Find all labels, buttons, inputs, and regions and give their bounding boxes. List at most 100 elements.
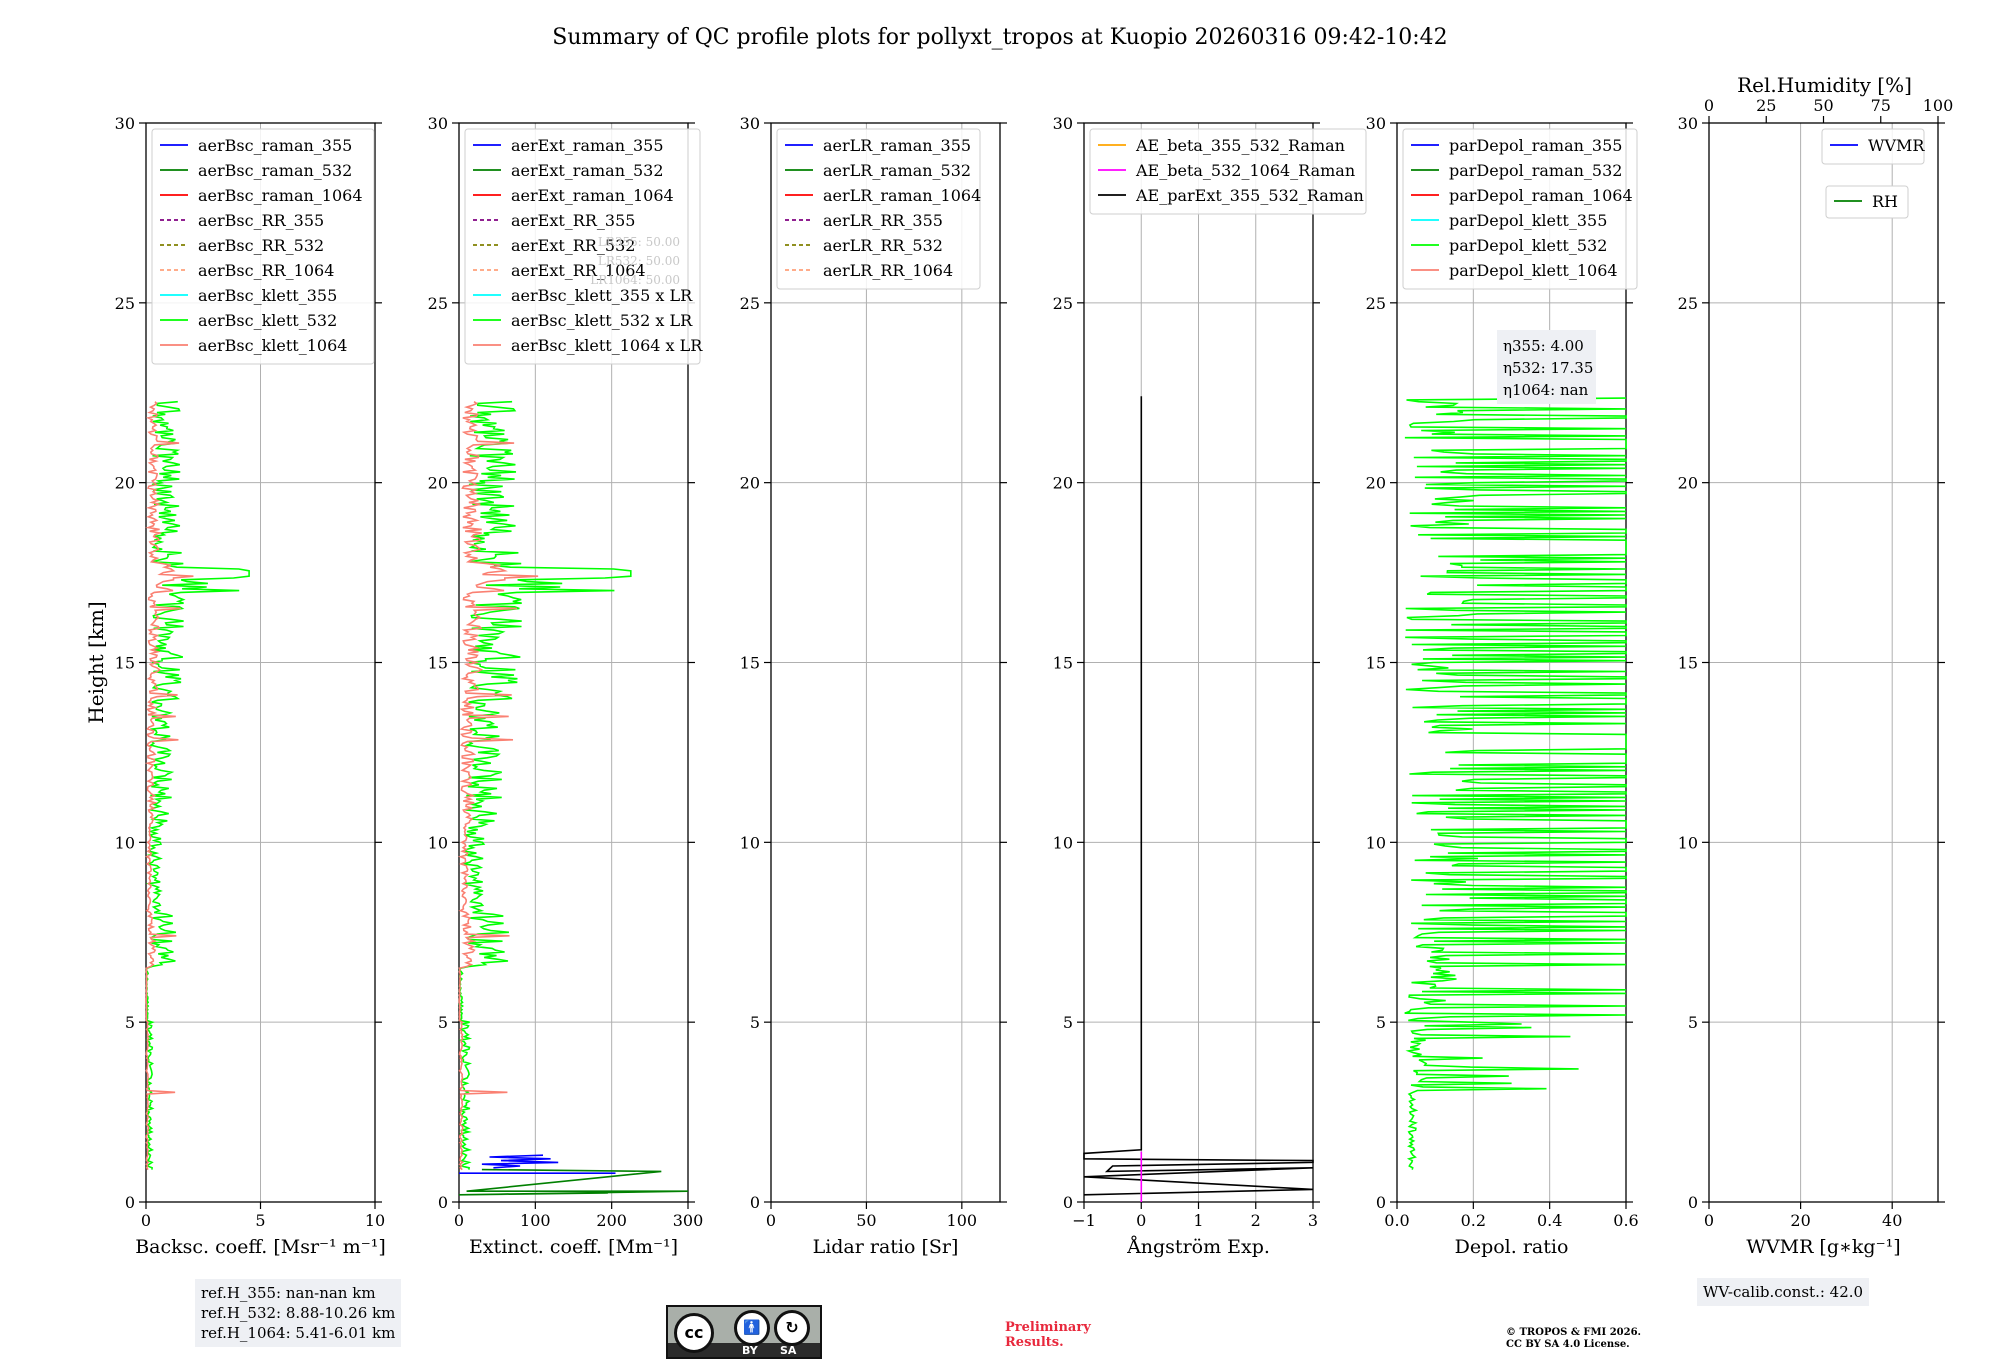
legend-label: aerExt_RR_532 — [511, 236, 635, 255]
legend-label: aerBsc_RR_532 — [198, 236, 324, 255]
y-tick-label: 10 — [428, 833, 448, 852]
legend-label: aerBsc_raman_1064 — [198, 186, 363, 205]
legend-label: aerBsc_klett_1064 x LR — [511, 336, 703, 355]
plot-frame — [1396, 122, 1627, 1203]
y-tick-label: 15 — [115, 654, 135, 673]
x-axis-label: WVMR [g∗kg⁻¹] — [1746, 1236, 1900, 1258]
y-tick-label: 20 — [740, 474, 760, 493]
top-x-tick-label: 25 — [1756, 96, 1776, 115]
preliminary-results-note: Preliminary Results. — [1005, 1320, 1091, 1350]
legend-label: aerBsc_klett_532 x LR — [511, 311, 693, 330]
series-aerext-raman-532 — [458, 1168, 689, 1196]
cc-license-badge: cc 🚹 ↻ BY SA — [666, 1305, 822, 1359]
x-tick-label: 0 — [454, 1211, 464, 1230]
legend-box — [1821, 128, 1925, 165]
y-tick-label: 0 — [125, 1193, 135, 1212]
y-tick-label: 15 — [1053, 654, 1073, 673]
series-pardepol-klett-532 — [1404, 397, 1627, 1170]
legend-label: AE_beta_532_1064_Raman — [1135, 161, 1355, 180]
y-tick-label: 5 — [750, 1013, 760, 1032]
y-tick-label: 5 — [1376, 1013, 1386, 1032]
copyright-line-1: © TROPOS & FMI 2026. — [1506, 1327, 1642, 1338]
legend-label: aerExt_RR_355 — [511, 211, 635, 230]
ref-h-532: ref.H_532: 8.88-10.26 km — [201, 1304, 396, 1322]
legend2-box — [1825, 185, 1909, 219]
legend-label: parDepol_klett_355 — [1449, 211, 1607, 230]
legend-label: aerLR_RR_532 — [823, 236, 943, 255]
y-tick-label: 30 — [740, 114, 760, 133]
series-aerbsc-klett-1064-x-lr — [457, 401, 539, 1171]
wv-calib-const: WV-calib.const.: 42.0 — [1703, 1283, 1864, 1301]
plot-frame — [458, 122, 689, 1203]
legend-label: aerExt_raman_532 — [511, 161, 664, 180]
legend: aerBsc_raman_355 aerBsc_raman_532 aerBsc_r… — [151, 128, 375, 365]
legend-label: WVMR — [1868, 136, 1925, 155]
y-tick-label: 5 — [1063, 1013, 1073, 1032]
legend-label: aerBsc_klett_355 — [198, 286, 337, 305]
y-tick-label: 0 — [1688, 1193, 1698, 1212]
panel-6: 0 20 40 0 5 10 15 20 25 30 WVMR [g∗kg⁻¹] WVMR RH 0 25 5… — [1678, 73, 1954, 1258]
by-label: BY — [742, 1344, 758, 1357]
reference-height-box: ref.H_355: nan-nan km ref.H_532: 8.88-10… — [195, 1279, 402, 1347]
y-tick-label: 5 — [125, 1013, 135, 1032]
x-tick-label: 0 — [141, 1211, 151, 1230]
x-axis-label: Ångström Exp. — [1126, 1236, 1270, 1258]
lidar-ratio-label: LR532: 50.00 — [598, 254, 680, 268]
y-tick-label: 10 — [1053, 833, 1073, 852]
y-tick-label: 30 — [1053, 114, 1073, 133]
y-tick-label: 15 — [740, 654, 760, 673]
x-tick-label: 0.6 — [1613, 1211, 1638, 1230]
legend-label: aerLR_raman_355 — [823, 136, 971, 155]
legend-label: AE_parExt_355_532_Raman — [1135, 186, 1364, 205]
top-x-tick-label: 0 — [1704, 96, 1714, 115]
legend-box — [464, 128, 701, 365]
series-aerbsc-klett-532-x-lr — [458, 400, 632, 1170]
y-tick-label: 0 — [438, 1193, 448, 1212]
panel-3: 0 50 100 0 5 10 15 20 25 30 Lidar ratio [Sr] aerLR_… — [740, 114, 1007, 1258]
x-axis-label: Backsc. coeff. [Msr⁻¹ m⁻¹] — [135, 1236, 386, 1258]
y-tick-label: 10 — [1366, 833, 1386, 852]
panel-1: 0 5 10 0 5 10 15 20 25 30 Backsc. coeff. [Msr⁻¹ m⁻… — [84, 114, 386, 1258]
x-axis-label: Extinct. coeff. [Mm⁻¹] — [469, 1236, 678, 1258]
eta-box — [1497, 330, 1596, 404]
eta-label: η1064: nan — [1503, 381, 1589, 399]
series-aerbsc-klett-1064 — [144, 401, 194, 1171]
ref-h-1064: ref.H_1064: 5.41-6.01 km — [201, 1324, 396, 1342]
y-tick-label: 25 — [428, 294, 448, 313]
series-aerext-raman-355 — [481, 1154, 559, 1169]
y-tick-label: 25 — [740, 294, 760, 313]
panel-2: 0 100 200 300 0 5 10 15 20 25 30 Extinct. coeff. [M… — [428, 114, 704, 1258]
wv-calibration-box: WV-calib.const.: 42.0 — [1697, 1278, 1870, 1306]
copyright-note: © TROPOS & FMI 2026. CC BY SA 4.0 Licens… — [1506, 1327, 1641, 1351]
legend-label: aerBsc_klett_1064 — [198, 336, 347, 355]
lidar-ratio-label: LR1064: 50.00 — [590, 273, 680, 287]
legend-box — [776, 128, 981, 290]
legend-label: aerExt_raman_355 — [511, 136, 664, 155]
legend: WVMR RH — [1821, 128, 1925, 219]
legend-label: aerBsc_RR_1064 — [198, 261, 334, 280]
y-tick-label: 10 — [1678, 833, 1698, 852]
x-tick-label: 0.4 — [1537, 1211, 1562, 1230]
y-tick-label: 30 — [1366, 114, 1386, 133]
figure-title: Summary of QC profile plots for pollyxt_… — [552, 25, 1447, 50]
plot-frame — [145, 122, 376, 1203]
top-x-tick-label: 50 — [1813, 96, 1833, 115]
y-axis-label: Height [km] — [84, 601, 108, 723]
legend-label: aerLR_raman_532 — [823, 161, 971, 180]
top-x-tick-label: 100 — [1923, 96, 1954, 115]
person-icon: 🚹 — [734, 1310, 770, 1346]
legend-label: aerLR_raman_1064 — [823, 186, 981, 205]
legend: aerExt_raman_355 aerExt_raman_532 aerExt_r… — [464, 128, 703, 365]
eta-label: η355: 4.00 — [1503, 337, 1584, 355]
eta-label: η532: 17.35 — [1503, 359, 1593, 377]
top-x-tick-label: 75 — [1871, 96, 1891, 115]
y-tick-label: 0 — [1376, 1193, 1386, 1212]
plot-frame — [770, 122, 1001, 1203]
legend-label: aerBsc_raman_532 — [198, 161, 352, 180]
y-tick-label: 30 — [428, 114, 448, 133]
x-tick-label: 20 — [1790, 1211, 1810, 1230]
top-x-axis-label: Rel.Humidity [%] — [1737, 73, 1912, 97]
y-tick-label: 25 — [1366, 294, 1386, 313]
share-alike-icon: ↻ — [774, 1310, 810, 1346]
